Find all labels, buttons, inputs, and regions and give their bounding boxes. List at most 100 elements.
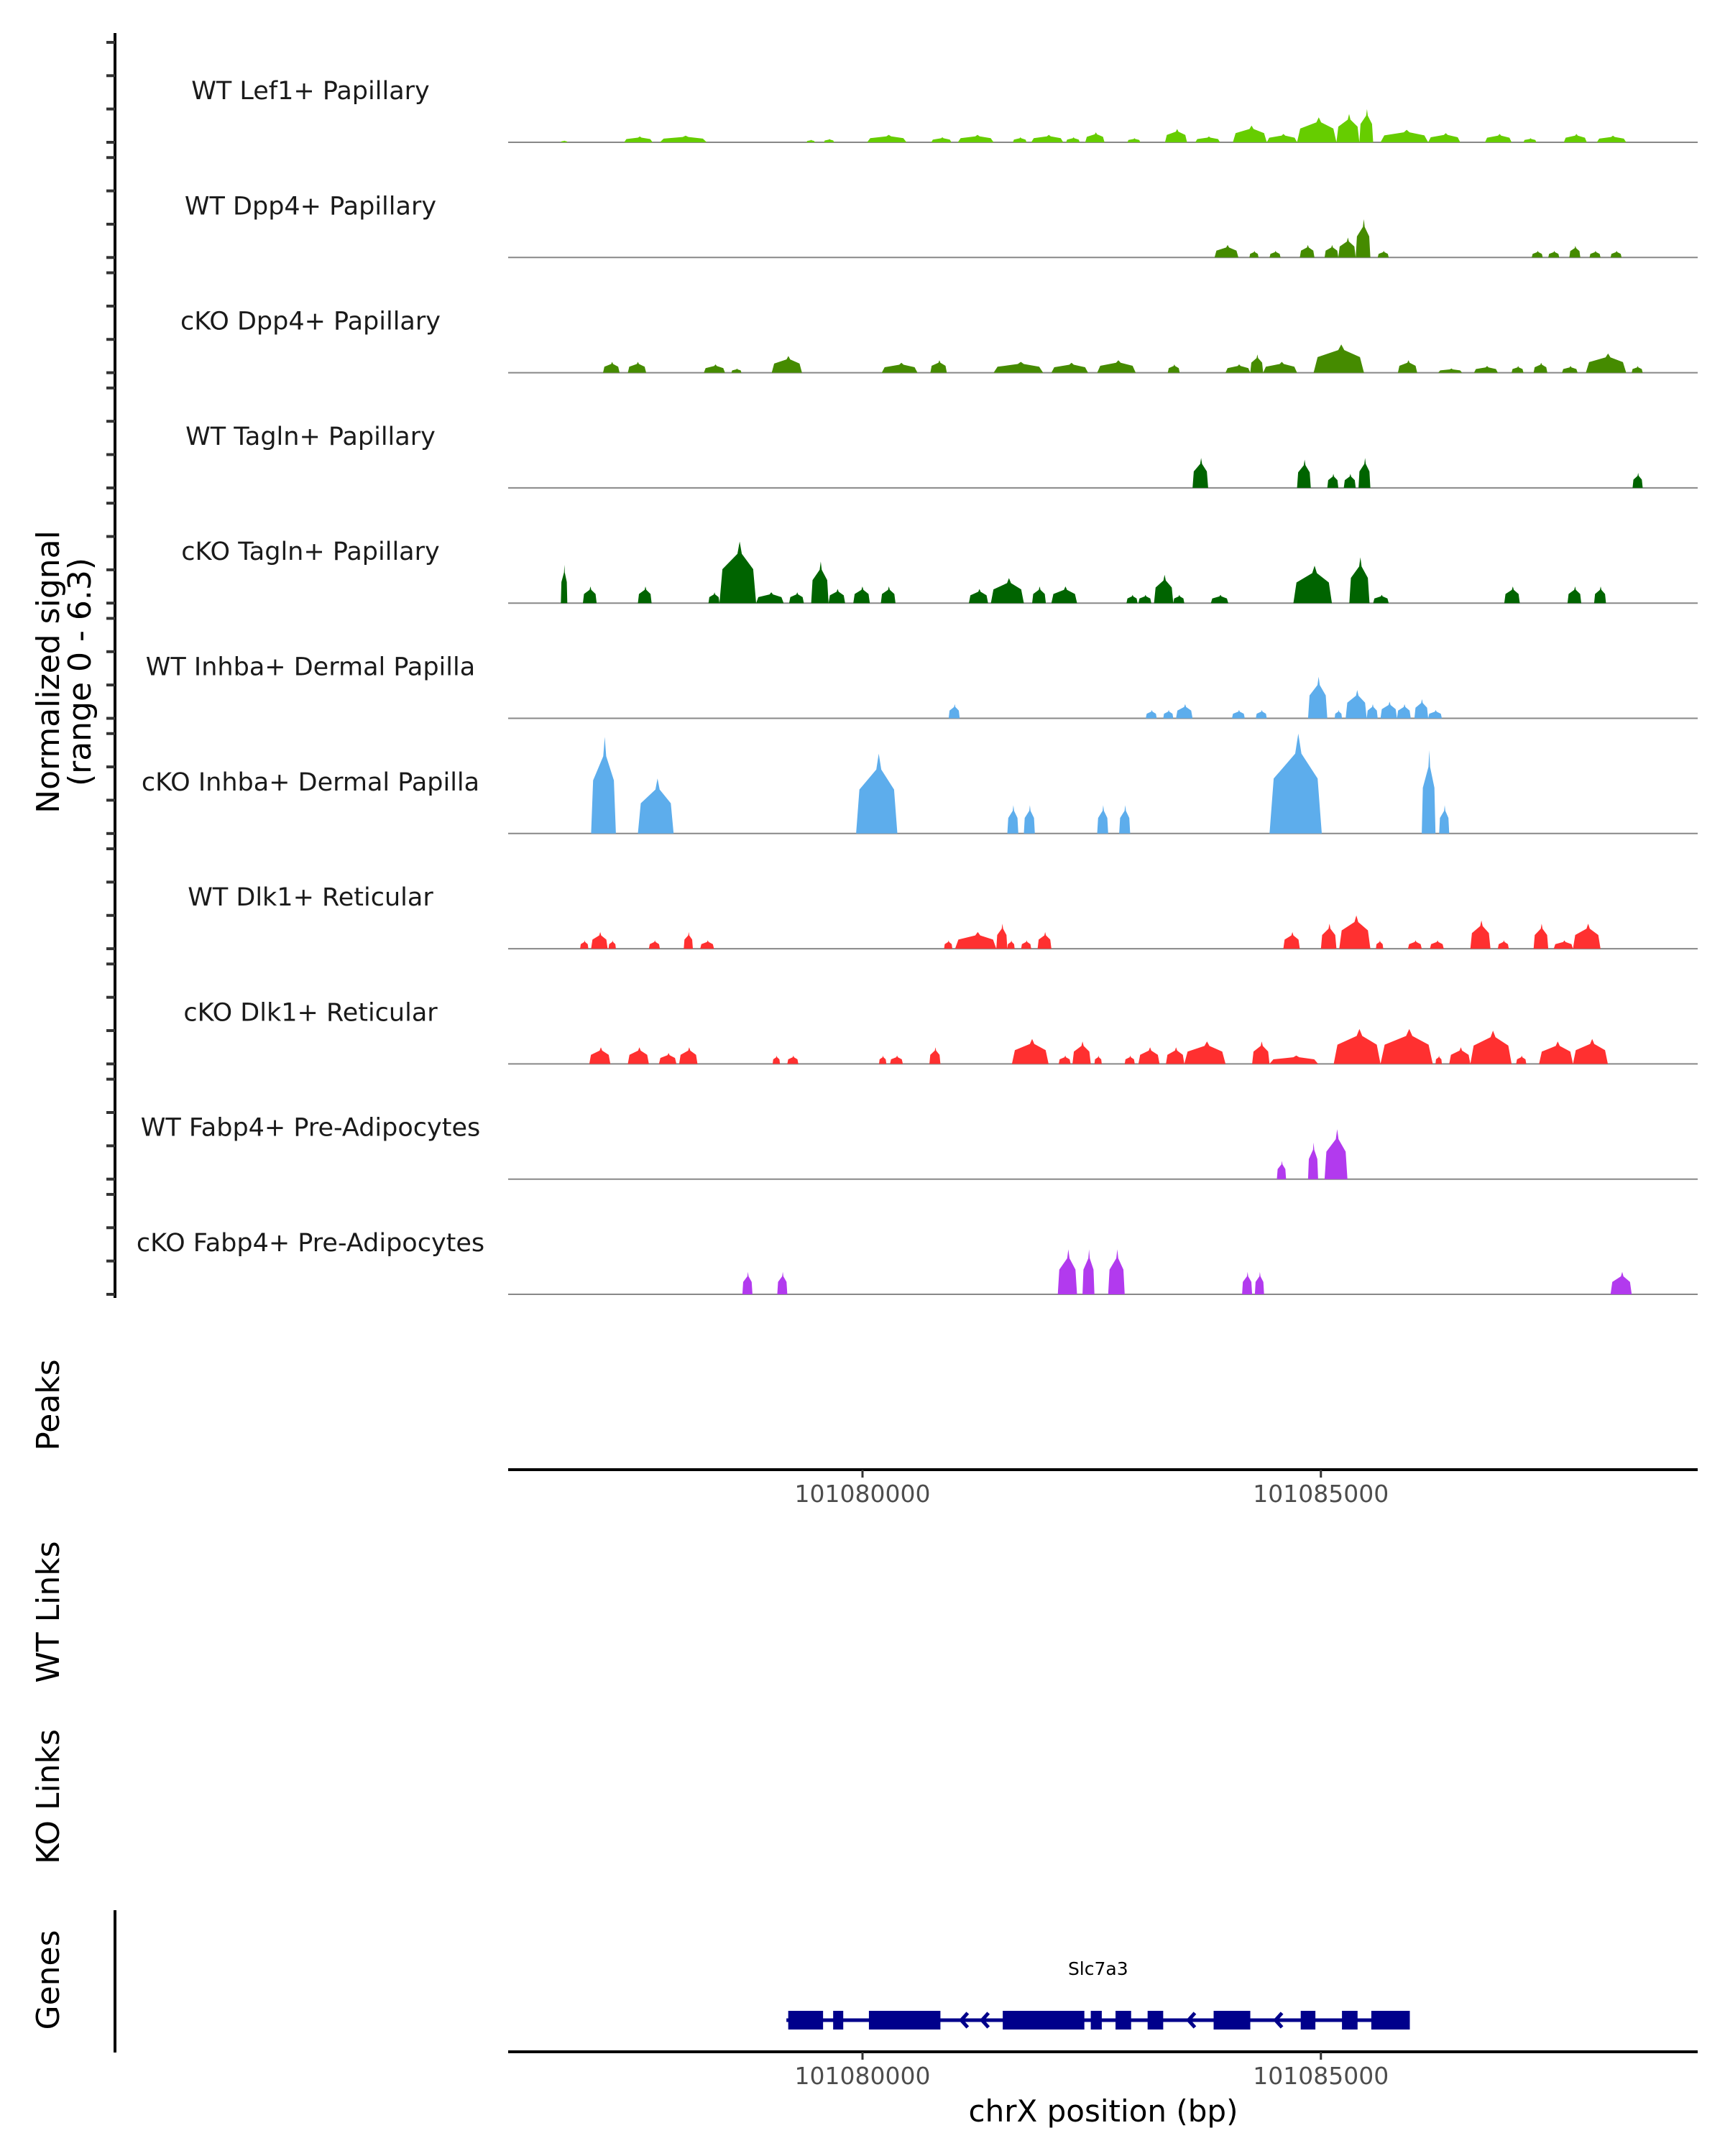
coverage-peak xyxy=(771,356,802,373)
coverage-peak xyxy=(603,361,620,373)
track-6 xyxy=(508,733,1698,834)
coverage-peak xyxy=(1435,1055,1443,1064)
coverage-peak xyxy=(580,940,589,949)
coverage-peak xyxy=(638,586,652,604)
coverage-peak xyxy=(1256,709,1267,719)
coverage-peak xyxy=(1373,594,1389,604)
coverage-peak xyxy=(1407,940,1422,949)
coverage-peak xyxy=(658,1053,677,1064)
coverage-peak xyxy=(1470,920,1491,949)
coverage-peak xyxy=(1297,117,1337,142)
peaks-panel-title: Peaks xyxy=(30,1359,67,1450)
coverage-peak xyxy=(1377,251,1389,258)
coverage-peak xyxy=(1589,251,1601,258)
coverage-peak xyxy=(948,704,960,719)
coverage-peak xyxy=(1397,704,1411,719)
coverage-peak xyxy=(1533,923,1549,949)
x-axis-title: chrX position (bp) xyxy=(969,2093,1238,2129)
coverage-peak xyxy=(1339,915,1371,949)
coverage-peak xyxy=(1124,1055,1135,1064)
coverage-peak xyxy=(1032,586,1046,604)
track-label: WT Lef1+ Papillary xyxy=(191,77,430,106)
coverage-peak xyxy=(1569,246,1581,258)
coverage-peak xyxy=(1430,940,1444,949)
track-label: cKO Tagln+ Papillary xyxy=(181,538,440,566)
coverage-peak xyxy=(788,592,804,604)
coverage-peak xyxy=(1210,594,1228,604)
y-axis-ticks xyxy=(106,40,115,1296)
coverage-peak xyxy=(931,137,952,142)
gene-exon xyxy=(868,2011,941,2030)
track-7 xyxy=(508,915,1698,950)
coverage-peak xyxy=(1610,1271,1632,1294)
coverage-peak xyxy=(1324,1129,1348,1179)
coverage-peak xyxy=(1358,458,1371,488)
coverage-peak xyxy=(1307,1142,1318,1179)
coverage-peak xyxy=(1573,923,1601,949)
coverage-peak xyxy=(1376,940,1384,949)
coverage-peak xyxy=(1085,132,1105,142)
coverage-peak xyxy=(1563,134,1587,142)
gene-exon xyxy=(1116,2011,1131,2030)
genes-panel-title: Genes xyxy=(30,1930,67,2030)
track-0 xyxy=(508,109,1698,143)
coverage-peak xyxy=(1300,244,1315,258)
coverage-peak xyxy=(1252,1041,1270,1064)
coverage-peak xyxy=(828,589,845,604)
coverage-peak xyxy=(1167,364,1180,373)
strand-arrow-icon xyxy=(1273,2012,1284,2029)
coverage-peak xyxy=(811,561,829,604)
coverage-peak xyxy=(756,592,784,604)
coverage-peak xyxy=(627,361,646,373)
coverage-peak xyxy=(1119,805,1131,834)
coverage-peak xyxy=(742,1271,753,1294)
coverage-peak xyxy=(1470,1031,1512,1064)
gene-exon xyxy=(1003,2011,1085,2030)
coverage-peak xyxy=(1269,251,1281,258)
gene-exon xyxy=(1147,2011,1164,2030)
coverage-peak xyxy=(1338,237,1356,258)
coverage-peak xyxy=(1031,134,1064,142)
coverage-peak xyxy=(867,134,907,142)
coverage-peak xyxy=(1449,1047,1471,1064)
coverage-peak xyxy=(1126,594,1138,604)
coverage-peak xyxy=(1007,805,1018,834)
gene-label: Slc7a3 xyxy=(1068,1958,1128,1979)
coverage-peak xyxy=(1532,251,1543,258)
coverage-peak xyxy=(1057,1249,1077,1294)
coverage-peak xyxy=(853,586,870,604)
coverage-peak xyxy=(1497,940,1509,949)
coverage-peak xyxy=(856,753,898,834)
coverage-peak xyxy=(1059,1055,1071,1064)
coverage-peak xyxy=(1596,135,1627,142)
coverage-peak xyxy=(1512,366,1524,373)
coverage-peak xyxy=(1632,473,1643,488)
coverage-peak xyxy=(1192,458,1208,488)
coverage-peak xyxy=(1593,586,1606,604)
gene-exon xyxy=(1300,2011,1316,2030)
coverage-peak xyxy=(787,1055,799,1064)
coverage-peak xyxy=(1164,129,1187,142)
gene-exon xyxy=(1090,2011,1102,2030)
coverage-peak xyxy=(1108,1249,1125,1294)
coverage-peak xyxy=(929,1047,941,1064)
track-labels: WT Lef1+ Papillary WT Dpp4+ Papillary cK… xyxy=(137,77,484,1258)
gene-exon xyxy=(833,2011,844,2030)
peaks-x-axis-ticks xyxy=(861,1470,1322,1478)
coverage-peak xyxy=(824,139,834,142)
x-tick-label: 101085000 xyxy=(1253,1480,1389,1508)
coverage-peak xyxy=(1154,574,1174,604)
coverage-peak xyxy=(1024,805,1035,834)
coverage-peak xyxy=(1380,1028,1433,1064)
coverage-peak xyxy=(930,360,947,373)
y-axis-subtitle: (range 0 - 6.3) xyxy=(62,558,98,786)
coverage-peak xyxy=(561,140,568,142)
gene-model-slc7a3 xyxy=(786,2011,1410,2030)
coverage-peak xyxy=(969,589,988,604)
coverage-peak xyxy=(944,940,952,949)
coverage-peak xyxy=(1066,137,1080,142)
coverage-peak xyxy=(1072,1041,1091,1064)
coverage-peak xyxy=(624,136,653,142)
x-tick-label: 101080000 xyxy=(795,1480,931,1508)
